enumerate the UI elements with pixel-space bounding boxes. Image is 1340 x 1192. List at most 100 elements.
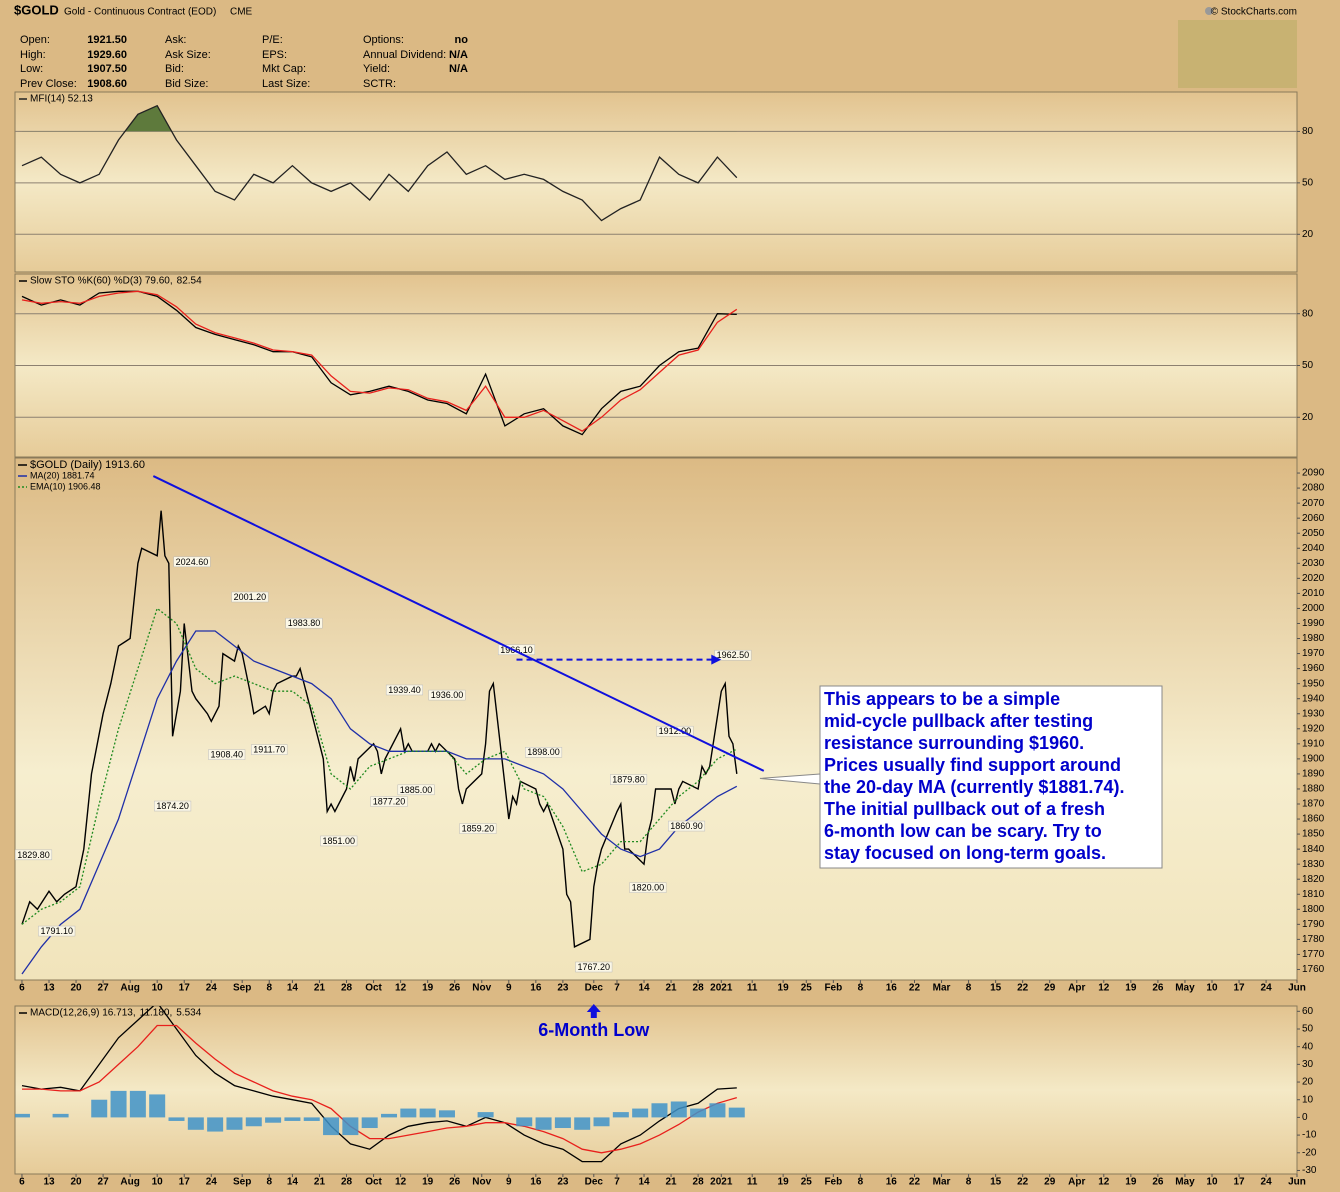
y-tick-label: 1900 (1302, 754, 1325, 765)
label-box (38, 925, 76, 937)
low-arrow (586, 1004, 601, 1018)
series-line (21, 510, 738, 948)
exchange: CME (230, 7, 253, 18)
histogram-bar (381, 1113, 398, 1118)
low-label: 1911.70 (253, 745, 285, 755)
histogram-bar (574, 1117, 591, 1130)
label-box (525, 746, 563, 758)
x-tick-label: 22 (1017, 983, 1029, 994)
y-tick-label: 50 (1302, 177, 1314, 188)
series-line (21, 607, 738, 925)
low-label: 1877.20 (373, 797, 406, 807)
note-line: resistance surrounding $1960. (824, 733, 1084, 753)
label-box (459, 823, 497, 834)
x-tick-label: 10 (1206, 983, 1218, 994)
quote-value: N/A (449, 49, 468, 61)
y-tick-label: 1860 (1302, 814, 1325, 825)
y-tick-label: 1820 (1302, 874, 1325, 885)
x-tick-label: 8 (266, 983, 272, 994)
histogram-bar (110, 1090, 127, 1118)
x-tick-label: 7 (614, 983, 620, 994)
legend-label: Slow STO %K(60) %D(3) 79.60, (30, 276, 173, 287)
quote-value: 1921.50 (87, 34, 127, 46)
quote-label: High: (20, 49, 46, 61)
plot-area (15, 1006, 745, 1163)
y-tick-label: 10 (1302, 1094, 1314, 1105)
x-tick-label: 24 (1261, 983, 1273, 994)
histogram-bar (323, 1117, 340, 1136)
quote-value: no (455, 34, 469, 46)
histogram-bar (226, 1117, 243, 1130)
note-line: Prices usually find support around (824, 755, 1121, 775)
x-tick-label: Nov (472, 1177, 491, 1188)
x-tick-label: Aug (120, 983, 139, 994)
y-tick-label: 1780 (1302, 934, 1325, 945)
legend-label: $GOLD (Daily) 1913.60 (30, 459, 145, 471)
histogram-bar (303, 1117, 320, 1121)
x-tick-label: 21 (314, 1177, 326, 1188)
panel-mfi (14, 91, 1298, 273)
plot-area (15, 290, 1297, 436)
y-tick-label: 40 (1302, 1041, 1314, 1052)
note-line: mid-cycle pullback after testing (824, 711, 1093, 731)
x-tick-label: 20 (70, 983, 82, 994)
legend-label: 82.54 (177, 276, 202, 287)
x-tick-label: 17 (1233, 983, 1245, 994)
x-tick-label: 17 (1233, 1177, 1245, 1188)
histogram-bar (400, 1108, 417, 1118)
x-tick-label: 13 (43, 983, 55, 994)
x-tick-label: 12 (395, 983, 407, 994)
instrument-name: Gold - Continuous Contract (EOD) (64, 7, 216, 18)
high-label: 1983.80 (288, 618, 321, 628)
note-line: 6-month low can be scary. Try to (824, 821, 1102, 841)
legend-label: 5.534 (176, 1008, 201, 1019)
quote-label: P/E: (262, 34, 283, 46)
x-tick-label: 24 (206, 983, 218, 994)
histogram-bar (361, 1117, 378, 1129)
x-tick-label: 6 (19, 1177, 25, 1188)
x-tick-label: 28 (693, 983, 705, 994)
label-box (668, 820, 706, 832)
x-tick-label: 19 (1125, 1177, 1137, 1188)
y-tick-label: 2080 (1302, 483, 1325, 494)
label-box (251, 744, 288, 755)
x-tick-label: 24 (1261, 1177, 1273, 1188)
x-tick-label: May (1175, 983, 1195, 994)
quote-label: Annual Dividend: (363, 49, 446, 61)
x-tick-label: 13 (43, 1177, 55, 1188)
histogram-bar (632, 1108, 649, 1118)
x-tick-label: 10 (152, 983, 164, 994)
y-tick-label: 1890 (1302, 769, 1325, 780)
legend-label: MACD(12,26,9) 16.713, (30, 1008, 136, 1019)
x-tick-label: 11 (747, 1177, 758, 1188)
label-box (497, 644, 536, 656)
y-tick-label: 1870 (1302, 799, 1325, 810)
low-label: 6-Month Low (538, 1020, 650, 1040)
x-tick-label: 23 (557, 1177, 569, 1188)
histogram-bar (245, 1117, 262, 1127)
y-tick-label: 2050 (1302, 528, 1325, 539)
y-tick-label: 1770 (1302, 949, 1325, 960)
label-box (231, 591, 269, 603)
legend-label: MFI(14) 52.13 (30, 94, 93, 105)
high-label: 2024.60 (176, 557, 209, 567)
x-tick-label: 24 (206, 1177, 218, 1188)
note-line: the 20-day MA (currently $1881.74). (824, 777, 1124, 797)
x-tick-label: 23 (557, 983, 569, 994)
histogram-bar (149, 1094, 166, 1118)
y-tick-label: 2020 (1302, 573, 1325, 584)
x-tick-label: 28 (693, 1177, 705, 1188)
histogram-bar (15, 1113, 30, 1118)
x-tick-label: 9 (506, 983, 512, 994)
quote-label: Bid: (165, 63, 184, 75)
y-tick-label: -20 (1302, 1147, 1317, 1158)
x-tick-label: 8 (266, 1177, 272, 1188)
y-tick-label: 1790 (1302, 919, 1325, 930)
y-tick-label: 2030 (1302, 558, 1325, 569)
label-box (656, 725, 694, 737)
histogram-bar (477, 1112, 494, 1118)
x-tick-label: 16 (886, 983, 898, 994)
quote-label: Yield: (363, 63, 390, 75)
arrow-head (711, 654, 722, 665)
y-tick-label: 1880 (1302, 784, 1325, 795)
